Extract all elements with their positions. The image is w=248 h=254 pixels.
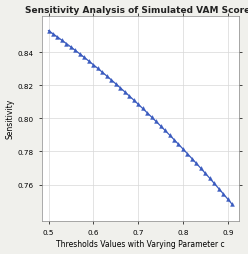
X-axis label: Thresholds Values with Varying Parameter c: Thresholds Values with Varying Parameter… [56, 240, 225, 248]
Y-axis label: Sensitivity: Sensitivity [5, 99, 15, 139]
Title: Sensitivity Analysis of Simulated VAM Scores: Sensitivity Analysis of Simulated VAM Sc… [25, 6, 248, 14]
